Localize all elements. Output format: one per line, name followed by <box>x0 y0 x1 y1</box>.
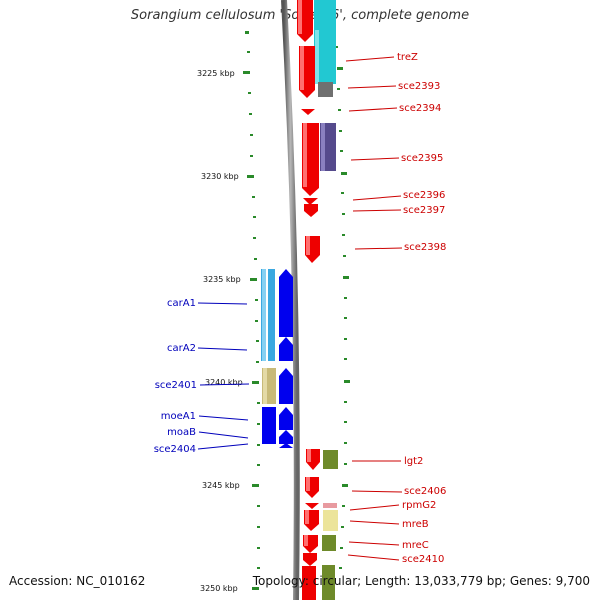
cog-bar-gray <box>318 82 333 97</box>
scale-label-3250: 3250 kbp <box>200 584 238 593</box>
gene-arrow-sce2410 <box>303 553 317 566</box>
gene-label-sce2398[interactable]: sce2398 <box>404 242 446 253</box>
gene-label-sce2410[interactable]: sce2410 <box>402 554 444 565</box>
genome-summary-text: Topology: circular; Length: 13,033,779 b… <box>252 574 590 588</box>
cog-bar-olive-1 <box>323 450 338 469</box>
gene-label-mreb[interactable]: mreB <box>402 519 429 530</box>
scale-label-3225: 3225 kbp <box>197 69 235 78</box>
gene-label-sce2406[interactable]: sce2406 <box>404 486 446 497</box>
cog-bar-olive-2 <box>322 535 336 551</box>
scale-label-3235: 3235 kbp <box>203 275 241 284</box>
left-leader-lines <box>197 302 250 450</box>
genome-backbone <box>281 0 300 600</box>
gene-label-rpmg2[interactable]: rpmG2 <box>402 500 436 511</box>
gene-label-cara2[interactable]: carA2 <box>167 343 196 354</box>
gene-label-moab[interactable]: moaB <box>167 427 196 438</box>
cog-bar-blue-block <box>262 407 276 444</box>
reverse-genes <box>279 269 293 448</box>
left-ticks <box>243 31 260 590</box>
gene-label-cara1[interactable]: carA1 <box>167 298 196 309</box>
gene-arrow-rpmg2 <box>305 503 319 509</box>
gene-label-sce2404[interactable]: sce2404 <box>154 444 196 455</box>
gene-arrow-sce2404 <box>279 443 293 448</box>
cog-bars-left <box>261 269 276 444</box>
scale-label-3240: 3240 kbp <box>205 378 243 387</box>
gene-arrow-cara2 <box>279 337 293 361</box>
scale-label-3245: 3245 kbp <box>202 481 240 490</box>
gene-label-sce2394[interactable]: sce2394 <box>399 103 441 114</box>
right-leader-lines <box>345 56 403 561</box>
gene-label-sce2401[interactable]: sce2401 <box>155 380 197 391</box>
cog-bars-right <box>314 0 338 600</box>
gene-arrow-sce2397 <box>304 204 318 217</box>
scale-label-3230: 3230 kbp <box>201 172 239 181</box>
gene-arrow-sce2396 <box>303 198 318 205</box>
gene-label-sce2395[interactable]: sce2395 <box>401 153 443 164</box>
gene-arrow-moea1 <box>279 407 293 430</box>
cog-bar-yellow <box>323 510 338 531</box>
gene-label-sce2393[interactable]: sce2393 <box>398 81 440 92</box>
right-ticks <box>335 46 350 569</box>
gene-label-trez[interactable]: treZ <box>397 52 418 63</box>
gene-arrow-cara1 <box>279 269 293 337</box>
cog-bar-pink <box>323 503 337 508</box>
gene-label-sce2397[interactable]: sce2397 <box>403 205 445 216</box>
gene-label-lgt2[interactable]: lgt2 <box>404 456 423 467</box>
gene-label-sce2396[interactable]: sce2396 <box>403 190 445 201</box>
accession-text: Accession: NC_010162 <box>9 574 146 588</box>
gene-label-moea1[interactable]: moeA1 <box>161 411 196 422</box>
forward-gene-highlights <box>298 0 311 546</box>
gene-label-mrec[interactable]: mreC <box>402 540 429 551</box>
cog-bar-olive-3 <box>322 565 335 600</box>
cog-bar-cyan <box>314 0 336 84</box>
gene-arrow-sce2401 <box>279 368 293 404</box>
gene-arrow-sce2394 <box>301 109 315 115</box>
gene-arrow-moab <box>279 430 293 444</box>
